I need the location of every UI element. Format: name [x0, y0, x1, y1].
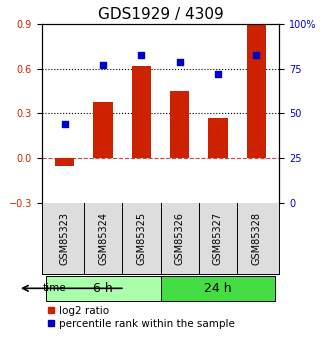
- Point: [215, 71, 221, 77]
- Bar: [247, 24, 266, 158]
- Text: GSM85324: GSM85324: [98, 212, 108, 265]
- Point: [254, 52, 259, 57]
- Text: GSM85323: GSM85323: [60, 212, 70, 265]
- Point: [177, 59, 182, 65]
- Text: time: time: [42, 283, 66, 293]
- Point: [62, 121, 67, 127]
- Text: GSM85326: GSM85326: [175, 212, 185, 265]
- Text: 6 h: 6 h: [93, 282, 113, 295]
- Title: GDS1929 / 4309: GDS1929 / 4309: [98, 7, 223, 22]
- Point: [100, 62, 106, 68]
- Bar: [132, 66, 151, 158]
- FancyBboxPatch shape: [160, 276, 275, 301]
- Text: GSM85327: GSM85327: [213, 212, 223, 265]
- Text: 24 h: 24 h: [204, 282, 232, 295]
- Bar: [208, 118, 228, 158]
- Bar: [55, 158, 74, 166]
- Point: [139, 52, 144, 57]
- Bar: [170, 91, 189, 158]
- FancyBboxPatch shape: [46, 276, 160, 301]
- Bar: [93, 101, 113, 158]
- Legend: log2 ratio, percentile rank within the sample: log2 ratio, percentile rank within the s…: [47, 306, 235, 329]
- Text: GSM85328: GSM85328: [251, 212, 261, 265]
- Text: GSM85325: GSM85325: [136, 212, 146, 265]
